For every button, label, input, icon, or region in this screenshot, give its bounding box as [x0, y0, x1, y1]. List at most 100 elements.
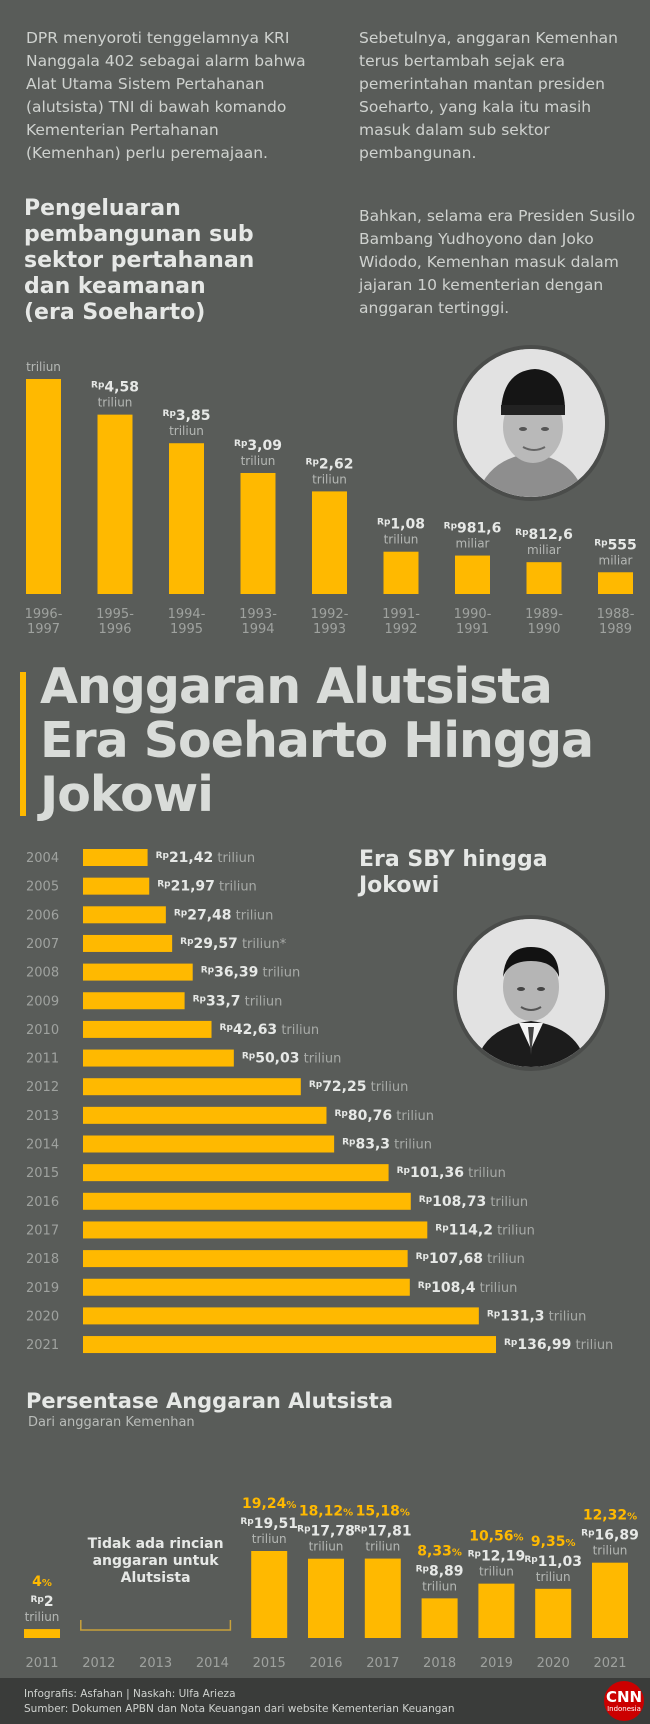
bar — [83, 1135, 335, 1153]
bar — [83, 849, 148, 866]
bar-value-label: Rp21,42 triliun — [156, 850, 256, 866]
percentage-value: 10,56 — [469, 1529, 513, 1545]
bar-value: 555 — [608, 537, 637, 553]
bar — [24, 1629, 60, 1638]
bar-value-label: Rp108,4 triliun — [418, 1280, 518, 1296]
bar-value: 16,89 — [595, 1528, 639, 1544]
currency-prefix: Rp — [91, 381, 105, 391]
bar-value: 1,08 — [390, 517, 425, 533]
bar — [535, 1588, 572, 1638]
y-tick-label: 2004 — [26, 851, 59, 866]
percentage-suffix: % — [514, 1533, 524, 1544]
bar-value: 108,4 — [431, 1280, 476, 1296]
x-tick-label: 2020 — [537, 1656, 570, 1670]
currency-prefix: Rp — [468, 1550, 482, 1560]
x-tick-label: 1996 — [98, 622, 131, 637]
bar-value-label: Rp812,6 — [515, 527, 573, 543]
x-tick-label: 2011 — [25, 1656, 58, 1670]
bar-value-label: Rp19,51 — [240, 1516, 298, 1532]
bar-value: 27,48 — [187, 907, 231, 923]
bar-value: 50,03 — [255, 1051, 299, 1067]
percentage-suffix: % — [400, 1508, 410, 1519]
currency-prefix: Rp — [487, 1309, 501, 1319]
no-data-bracket — [80, 1620, 232, 1631]
bar-value-label: Rp29,57 triliun* — [180, 936, 287, 952]
percentage-label: 4% — [32, 1574, 52, 1590]
x-tick-label: 1990- — [454, 607, 492, 622]
y-tick-label: 2005 — [26, 880, 59, 895]
currency-prefix: Rp — [201, 966, 215, 976]
bar-value: 136,99 — [517, 1337, 571, 1353]
percentage-suffix: % — [565, 1538, 575, 1549]
bar-value-label: Rp131,3 triliun — [487, 1308, 587, 1324]
bar-value-label: Rp17,78 — [297, 1524, 355, 1540]
bar-value-label: Rp136,99 triliun — [504, 1337, 613, 1353]
bar-unit: triliun — [545, 1309, 587, 1324]
bar-value: 29,57 — [194, 936, 238, 952]
x-tick-label: 2018 — [423, 1656, 456, 1670]
bar-unit: triliun* — [238, 937, 287, 952]
bar — [455, 555, 490, 594]
bar — [312, 491, 347, 594]
percentage-value: 9,35 — [531, 1534, 566, 1550]
bar — [83, 1250, 408, 1268]
bar-value: 101,36 — [410, 1165, 464, 1181]
section1-title: Pengeluaran pembangunan sub sektor perta… — [24, 196, 254, 326]
x-tick-label: 1994 — [241, 622, 274, 637]
currency-prefix: Rp — [419, 1195, 433, 1205]
percentage-value: 18,12 — [299, 1504, 343, 1520]
y-tick-label: 2017 — [26, 1223, 59, 1238]
bar — [421, 1598, 458, 1638]
bar-value: 131,3 — [500, 1308, 544, 1324]
bar-value-label: Rp83,3 triliun — [342, 1137, 432, 1153]
section3-subtitle: Dari anggaran Kemenhan — [28, 1415, 195, 1430]
bar-unit-label: triliun — [479, 1565, 514, 1579]
x-tick-label: 1989 — [599, 622, 632, 637]
percentage-label: 8,33% — [417, 1543, 462, 1559]
bar-value: 17,78 — [311, 1524, 355, 1540]
main-title-line: Anggaran Alutsista — [40, 658, 553, 715]
x-tick-label: 2016 — [309, 1656, 342, 1670]
bar-value-label: Rp4,58 — [91, 380, 139, 396]
currency-prefix: Rp — [504, 1338, 518, 1348]
bar-unit: triliun — [277, 1023, 319, 1038]
bar-value-label: Rp2 — [30, 1594, 53, 1610]
currency-prefix: Rp — [193, 994, 207, 1004]
x-tick-label: 1994- — [168, 607, 206, 622]
x-tick-label: 2017 — [366, 1656, 399, 1670]
x-tick-label: 1997 — [27, 622, 60, 637]
bar — [526, 562, 562, 594]
percentage-suffix: % — [286, 1500, 296, 1511]
no-data-note: Tidak ada rincian — [88, 1536, 224, 1552]
percentage-value: 12,32 — [583, 1508, 627, 1524]
currency-prefix: Rp — [377, 518, 391, 528]
bar-value-label: Rp555 — [594, 537, 637, 553]
y-tick-label: 2019 — [26, 1281, 59, 1296]
bar — [97, 414, 133, 594]
section2-title: Era SBY hingga Jokowi — [359, 847, 548, 899]
bar-unit: triliun — [215, 880, 257, 895]
currency-prefix: Rp — [418, 1281, 432, 1291]
bar — [478, 1583, 515, 1638]
percentage-label: 12,32% — [583, 1508, 637, 1524]
bar — [83, 1278, 410, 1296]
currency-prefix: Rp — [297, 1525, 311, 1535]
soeharto-era-bar-chart: Rp5,49triliun1996-1997Rp4,58triliun1995-… — [25, 360, 637, 637]
bar — [83, 1307, 479, 1325]
bar-unit-label: triliun — [312, 472, 347, 486]
bar-value: 12,19 — [481, 1549, 525, 1565]
y-tick-label: 2016 — [26, 1195, 59, 1210]
bar — [83, 1049, 234, 1067]
bar-unit: triliun — [390, 1138, 432, 1153]
bar-value: 3,85 — [176, 408, 211, 424]
bar — [83, 992, 185, 1010]
percentage-label: 15,18% — [356, 1504, 410, 1520]
bar-unit-label: triliun — [536, 1570, 571, 1584]
section1-title-line: Pengeluaran — [24, 196, 181, 221]
cnn-indonesia-logo: CNN Indonesia — [604, 1681, 644, 1721]
bar-value: 812,6 — [529, 527, 573, 543]
x-tick-label: 1995- — [96, 607, 134, 622]
currency-prefix: Rp — [354, 1525, 368, 1535]
